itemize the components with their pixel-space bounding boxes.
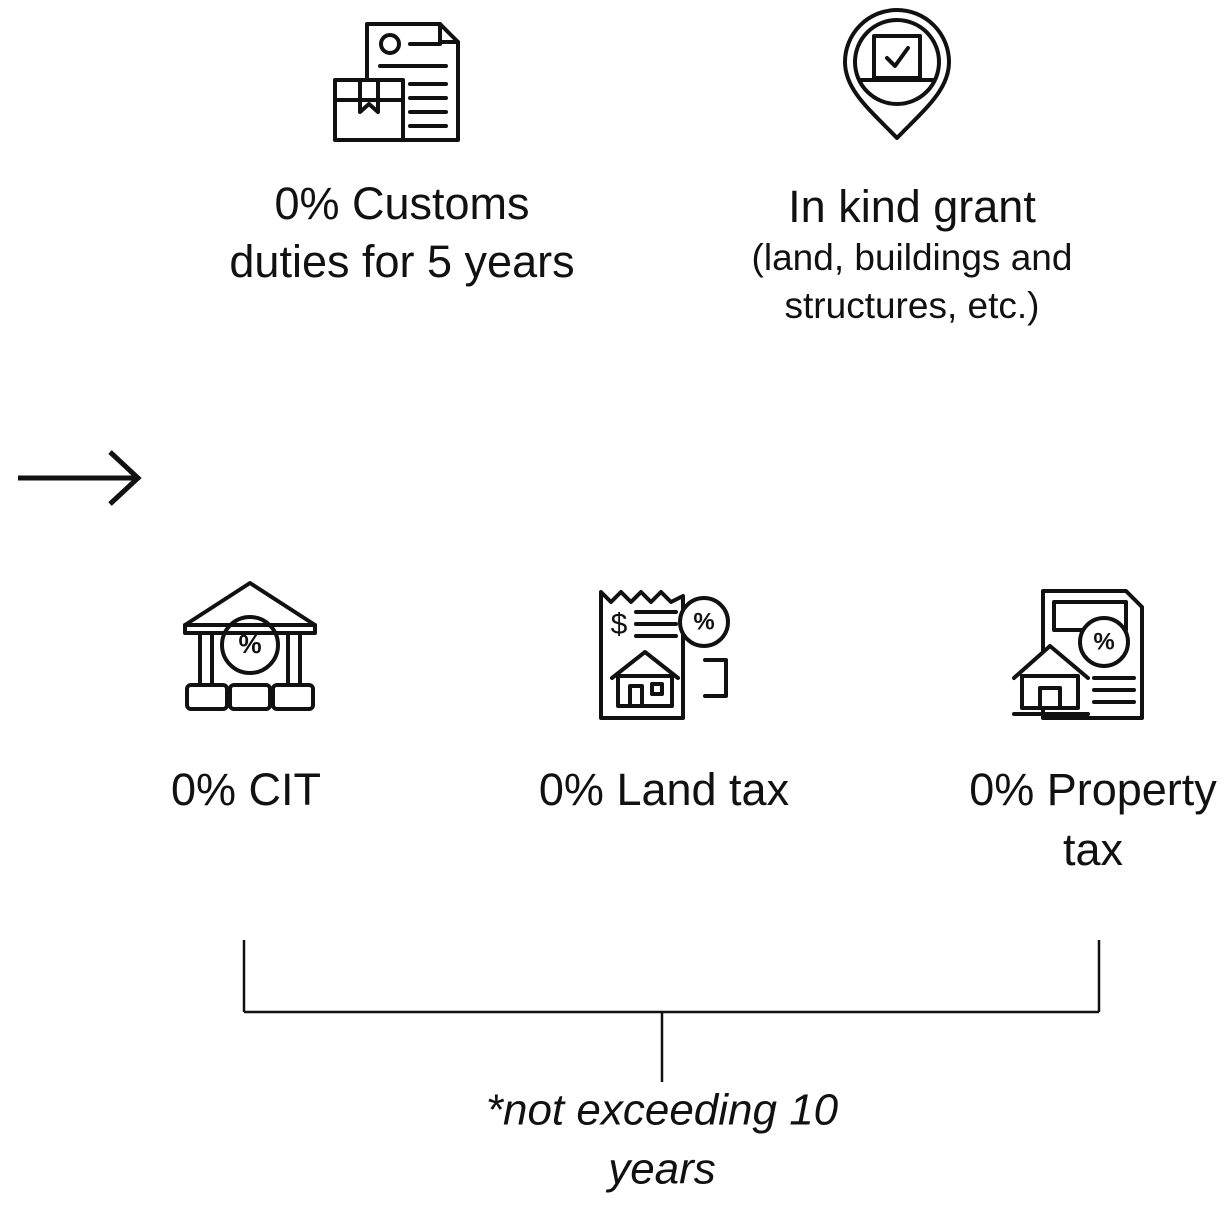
item-label: 0% Customs: [274, 178, 529, 229]
item-label: 0% CIT: [171, 764, 321, 815]
item-label: 0% Land tax: [539, 764, 790, 815]
note: *not exceeding 10: [486, 1086, 839, 1135]
item-sublabel: structures, etc.): [785, 285, 1040, 326]
customs-icon: [333, 22, 460, 142]
grant-icon: [843, 8, 951, 140]
item-sublabel: (land, buildings and: [752, 237, 1073, 278]
svg-text:%: %: [693, 608, 714, 635]
svg-text:%: %: [1093, 628, 1114, 655]
item-label: In kind grant: [788, 181, 1036, 232]
property-tax-icon: %: [1012, 589, 1144, 720]
bracket: [242, 940, 1101, 1082]
arrow: [18, 450, 142, 506]
svg-text:%: %: [238, 629, 261, 659]
labels: 0% Customs duties for 5 years In kind gran…: [171, 178, 1217, 1194]
item-label: duties for 5 years: [229, 236, 574, 287]
land-tax-icon: $ %: [599, 590, 730, 720]
note: years: [605, 1145, 716, 1194]
cit-icon: %: [183, 581, 317, 711]
svg-text:$: $: [611, 608, 628, 641]
item-label: 0% Property: [969, 764, 1217, 815]
item-label: tax: [1063, 824, 1124, 875]
